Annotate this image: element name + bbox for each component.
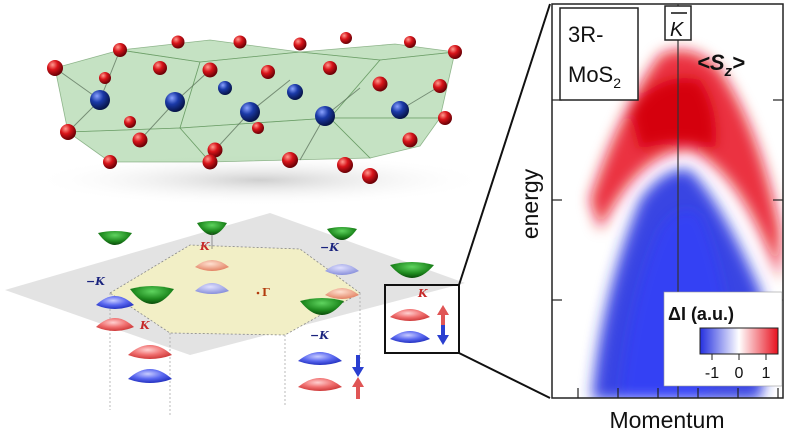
observable-subscript: z (724, 63, 733, 80)
gamma-label: Γ (262, 286, 270, 299)
colorbar-title: ΔI (a.u.) (668, 304, 734, 324)
minus-k-label-front-right: −K (310, 329, 329, 342)
sample-label-line2: MoS (568, 62, 613, 87)
observable-label: <S (697, 50, 725, 75)
brillouin-zone-diagram: K −K −K K −K K Γ (5, 213, 465, 415)
observable-close: > (732, 50, 745, 75)
selection-box (384, 284, 460, 354)
colorbar-tick-zero: 0 (735, 365, 744, 382)
spin-down-arrow-minus-k (352, 355, 364, 377)
sample-label-subscript: 2 (613, 75, 621, 91)
svg-text:<Sz>: <Sz> (697, 50, 745, 80)
minus-k-label-back-right: −K (320, 241, 339, 254)
sample-label-line1: 3R- (568, 22, 603, 47)
k-label-right: K (417, 287, 428, 300)
colorbar-tick-pos: 1 (762, 365, 771, 382)
molybdenum-atoms (90, 81, 409, 126)
spin-up-arrow-minus-k (352, 377, 364, 399)
minus-k-label-left: −K (86, 275, 105, 288)
spin-up-arrow-k (437, 305, 449, 325)
crystal-structure-illustration (30, 32, 490, 206)
svg-text:MoS2: MoS2 (568, 62, 621, 91)
x-axis-label: Momentum (609, 407, 724, 433)
k-point-label: K (670, 19, 685, 41)
colorbar (699, 327, 779, 355)
prism-faces (54, 39, 456, 163)
spin-down-arrow-k (437, 325, 449, 345)
arpes-spin-map: 3R- MoS2 K <Sz> energy Momentum ΔI (a.u.… (517, 3, 784, 433)
k-label-back-left: K (199, 240, 210, 253)
y-axis-label: energy (517, 168, 543, 239)
sulfur-atoms (47, 32, 462, 184)
colorbar-tick-neg: -1 (705, 365, 719, 382)
k-label-front-left: K (139, 319, 150, 332)
